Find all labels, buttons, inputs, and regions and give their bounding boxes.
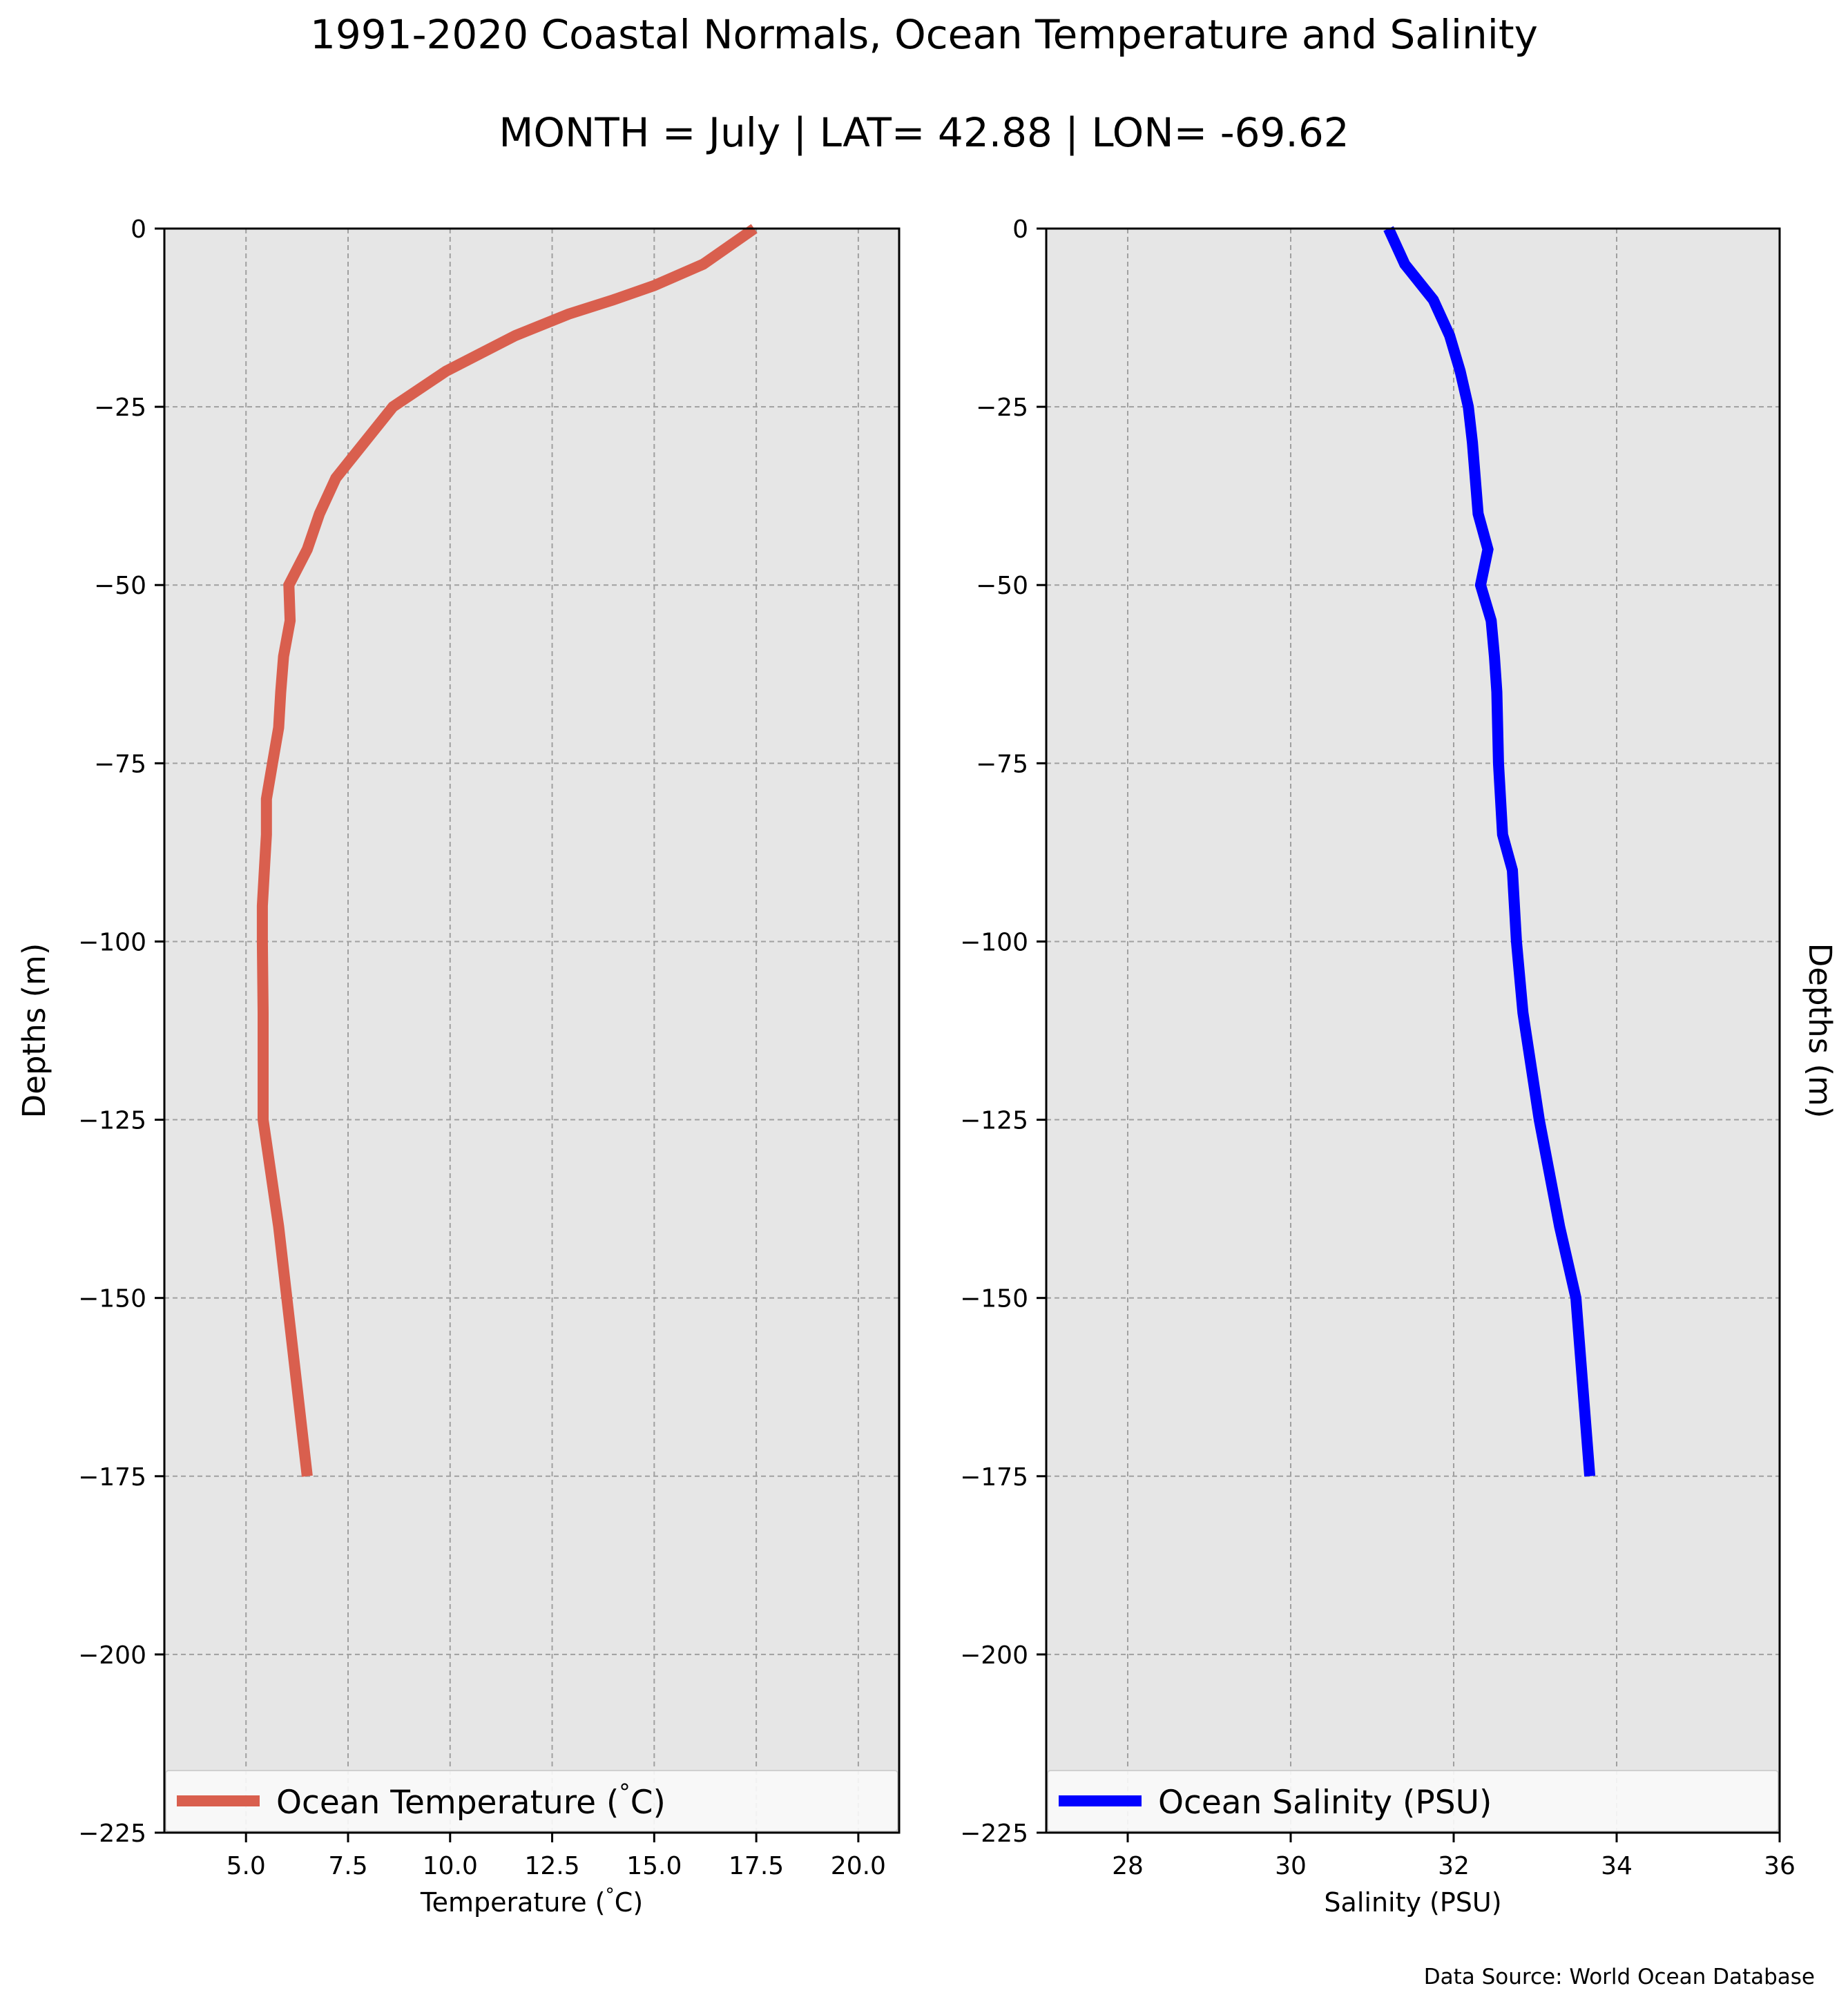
- y-tick-label: −125: [960, 1107, 1028, 1135]
- chart-legend: Ocean Temperature (°C): [165, 1770, 898, 1832]
- plot-area: [164, 229, 899, 1833]
- legend-label: Ocean Temperature (°C): [276, 1779, 666, 1822]
- chart-legend: Ocean Salinity (PSU): [1047, 1770, 1779, 1832]
- y-tick-label: −50: [976, 572, 1028, 600]
- x-tick-label: 36: [1764, 1852, 1796, 1880]
- y-tick-label: −175: [960, 1463, 1028, 1492]
- y-tick-label: −150: [960, 1285, 1028, 1313]
- y-tick-label: −200: [960, 1641, 1028, 1670]
- y-axis-label: Depths (m): [16, 943, 52, 1119]
- salinity-panel: Ocean Salinity (PSU) 28 30 32 34 36 0 −25 −50 −75…: [960, 215, 1838, 1918]
- y-tick-label: 0: [1012, 215, 1028, 244]
- axes-frame: [163, 227, 901, 1834]
- legend-label: Ocean Salinity (PSU): [1158, 1784, 1492, 1822]
- x-tick-label: 7.5: [328, 1852, 367, 1880]
- x-tick-label: 15.0: [626, 1852, 682, 1880]
- x-tick-label: 10.0: [423, 1852, 478, 1880]
- legend-box: [165, 1770, 898, 1832]
- series-line: [256, 224, 758, 1477]
- y-tick-label: −200: [78, 1641, 146, 1670]
- chart-subtitle: MONTH = July | LAT= 42.88 | LON= -69.62: [499, 109, 1349, 156]
- y-tick-label: −100: [960, 928, 1028, 956]
- temperature-panel: Ocean Temperature (°C) 5.0 7.5 10.0 12.5 15.0…: [16, 215, 901, 1918]
- chart-panels: Ocean Temperature (°C) 5.0 7.5 10.0 12.5 15.0…: [16, 215, 1838, 1918]
- data-source-note: Data Source: World Ocean Database: [1424, 1965, 1815, 1989]
- x-tick-label: 32: [1438, 1852, 1470, 1880]
- y-tick-label: −125: [78, 1107, 146, 1135]
- y-tick-label: −100: [78, 928, 146, 956]
- x-tick-label: 20.0: [831, 1852, 886, 1880]
- y-tick-label: −25: [976, 394, 1028, 422]
- chart-title: 1991-2020 Coastal Normals, Ocean Tempera…: [310, 11, 1538, 58]
- x-tick-label: 12.5: [524, 1852, 579, 1880]
- y-tick-label: −75: [976, 750, 1028, 778]
- x-axis-label: Temperature (°C): [420, 1884, 643, 1918]
- y-tick-label: −75: [94, 750, 146, 778]
- y-tick-label: −175: [78, 1463, 146, 1492]
- plot-area: [1046, 229, 1780, 1833]
- axes-frame: [1045, 227, 1781, 1834]
- y-tick-label: −225: [78, 1820, 146, 1848]
- x-tick-label: 30: [1275, 1852, 1307, 1880]
- x-axis-label: Salinity (PSU): [1324, 1887, 1501, 1918]
- y-tick-label: −50: [94, 572, 146, 600]
- x-tick-label: 34: [1601, 1852, 1633, 1880]
- x-tick-label: 5.0: [227, 1852, 266, 1880]
- x-tick-label: 17.5: [729, 1852, 784, 1880]
- legend-box: [1047, 1770, 1779, 1832]
- series-line: [1383, 226, 1596, 1477]
- y-tick-label: −25: [94, 394, 146, 422]
- y-tick-label: −225: [960, 1820, 1028, 1848]
- y-tick-label: −150: [78, 1285, 146, 1313]
- y-axis-label: Depths (m): [1802, 943, 1838, 1119]
- x-tick-label: 28: [1112, 1852, 1144, 1880]
- y-tick-label: 0: [131, 215, 146, 244]
